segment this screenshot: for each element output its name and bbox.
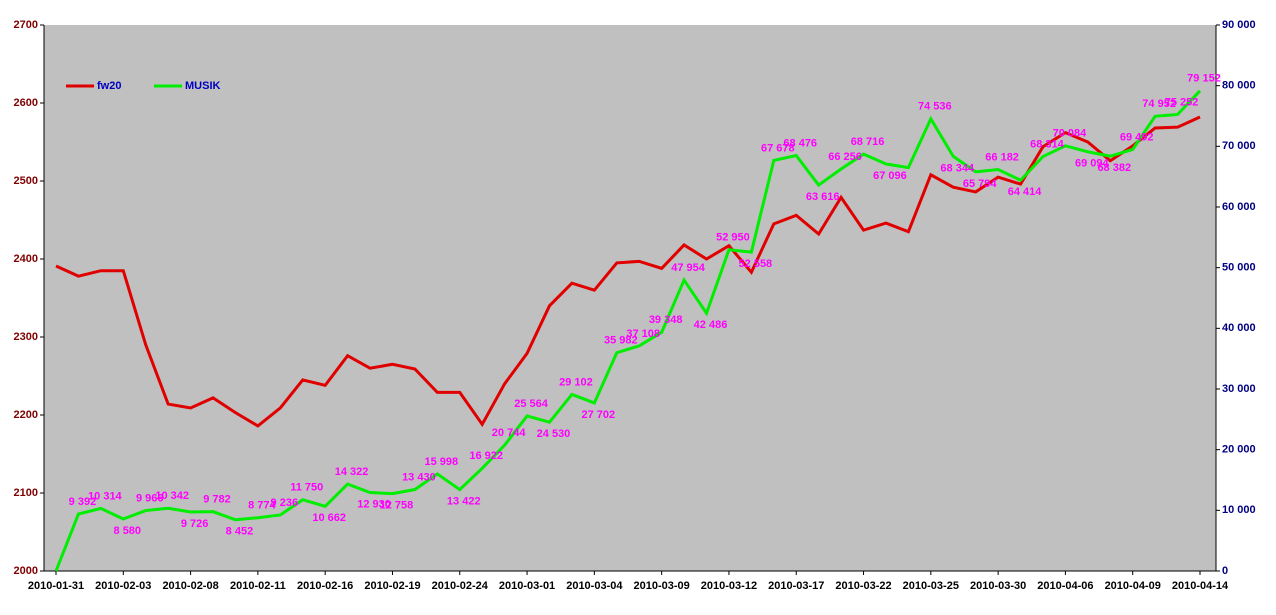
data-label: 14 322 <box>335 466 369 478</box>
data-label: 27 702 <box>582 409 616 421</box>
y2-tick-label: 20 000 <box>1222 444 1256 456</box>
y-tick-label: 2400 <box>14 253 38 265</box>
y2-tick-label: 80 000 <box>1222 80 1256 92</box>
x-tick-label: 2010-02-24 <box>432 580 489 592</box>
x-tick-label: 2010-03-22 <box>835 580 891 592</box>
y-tick-label: 2600 <box>14 97 38 109</box>
data-label: 68 344 <box>940 162 975 174</box>
x-tick-label: 2010-02-03 <box>95 580 151 592</box>
data-label: 42 486 <box>694 319 728 331</box>
data-label: 12 930 <box>357 498 391 510</box>
x-tick-label: 2010-03-04 <box>566 580 623 592</box>
x-tick-label: 2010-04-09 <box>1105 580 1161 592</box>
data-label: 65 794 <box>963 178 998 190</box>
data-label: 66 182 <box>985 151 1019 163</box>
data-label: 8 452 <box>226 526 254 538</box>
data-label: 15 998 <box>425 456 459 468</box>
data-label: 13 430 <box>402 471 436 483</box>
x-tick-label: 2010-04-06 <box>1037 580 1093 592</box>
data-label: 9 236 <box>271 497 299 509</box>
x-tick-label: 2010-03-09 <box>634 580 690 592</box>
data-label: 11 750 <box>290 482 323 494</box>
series-line <box>55 115 1201 428</box>
x-tick-label: 2010-02-19 <box>364 580 420 592</box>
legend-label: fw20 <box>97 80 121 92</box>
x-tick-label: 2010-03-17 <box>768 580 824 592</box>
data-label: 68 382 <box>1097 162 1131 174</box>
y-tick-label: 2300 <box>14 331 38 343</box>
data-label: 68 716 <box>851 136 885 148</box>
y2-tick-label: 0 <box>1222 565 1228 577</box>
y2-tick-label: 10 000 <box>1222 504 1256 516</box>
y-tick-label: 2200 <box>14 409 38 421</box>
data-label: 13 422 <box>447 495 481 507</box>
data-label: 16 922 <box>469 450 503 462</box>
data-label: 39 348 <box>649 314 683 326</box>
data-label: 64 414 <box>1008 186 1043 198</box>
data-label: 69 094 <box>1075 158 1110 170</box>
data-label: 10 662 <box>312 512 346 524</box>
data-label: 68 476 <box>783 137 817 149</box>
data-label: 66 256 <box>828 151 862 163</box>
y-tick-label: 2700 <box>14 19 38 31</box>
data-label: 9 392 <box>69 496 97 508</box>
y-tick-label: 2500 <box>14 175 38 187</box>
data-label: 9 782 <box>203 494 231 506</box>
y-tick-label: 2000 <box>14 565 38 577</box>
data-label: 67 678 <box>761 142 795 154</box>
data-label: 63 616 <box>806 191 840 203</box>
y2-tick-label: 40 000 <box>1222 322 1256 334</box>
data-label: 67 096 <box>873 170 907 182</box>
legend-label: MUSIK <box>185 80 221 92</box>
data-label: 68 314 <box>1030 138 1065 150</box>
x-tick-label: 2010-02-08 <box>162 580 218 592</box>
data-label: 75 252 <box>1165 96 1199 108</box>
data-label: 9 726 <box>181 518 209 530</box>
data-label: 37 108 <box>626 328 660 340</box>
x-tick-label: 2010-02-11 <box>230 580 286 592</box>
series-line <box>54 89 1202 572</box>
data-label: 52 558 <box>739 258 773 270</box>
data-label: 25 564 <box>514 398 549 410</box>
x-tick-label: 2010-02-16 <box>297 580 353 592</box>
data-label: 70 084 <box>1053 128 1088 140</box>
plot-area <box>44 25 1216 571</box>
data-label: 69 492 <box>1120 131 1154 143</box>
x-tick-label: 2010-01-31 <box>28 580 84 592</box>
data-label: 8 774 <box>248 500 276 512</box>
data-label: 52 950 <box>716 232 750 244</box>
x-tick-label: 2010-03-25 <box>903 580 959 592</box>
y-tick-label: 2100 <box>14 487 38 499</box>
data-label: 74 536 <box>918 101 952 113</box>
data-label: 12 758 <box>380 500 414 512</box>
x-tick-label: 2010-03-01 <box>499 580 555 592</box>
y2-tick-label: 90 000 <box>1222 19 1256 31</box>
data-label: 20 744 <box>492 427 527 439</box>
y2-tick-label: 60 000 <box>1222 201 1256 213</box>
data-label: 29 102 <box>559 376 593 388</box>
y2-tick-label: 30 000 <box>1222 383 1256 395</box>
x-tick-label: 2010-03-12 <box>701 580 757 592</box>
data-label: 24 530 <box>537 428 571 440</box>
y2-tick-label: 70 000 <box>1222 140 1256 152</box>
data-label: 79 152 <box>1187 73 1221 85</box>
x-tick-label: 2010-04-14 <box>1172 580 1229 592</box>
data-label: 9 966 <box>136 492 164 504</box>
data-label: 35 982 <box>604 335 638 347</box>
data-label: 8 580 <box>114 525 142 537</box>
data-label: 74 952 <box>1142 98 1176 110</box>
data-label: 10 342 <box>155 490 189 502</box>
y2-tick-label: 50 000 <box>1222 262 1256 274</box>
data-label: 47 954 <box>671 262 706 274</box>
x-tick-label: 2010-03-30 <box>970 580 1026 592</box>
data-label: 10 314 <box>88 490 123 502</box>
